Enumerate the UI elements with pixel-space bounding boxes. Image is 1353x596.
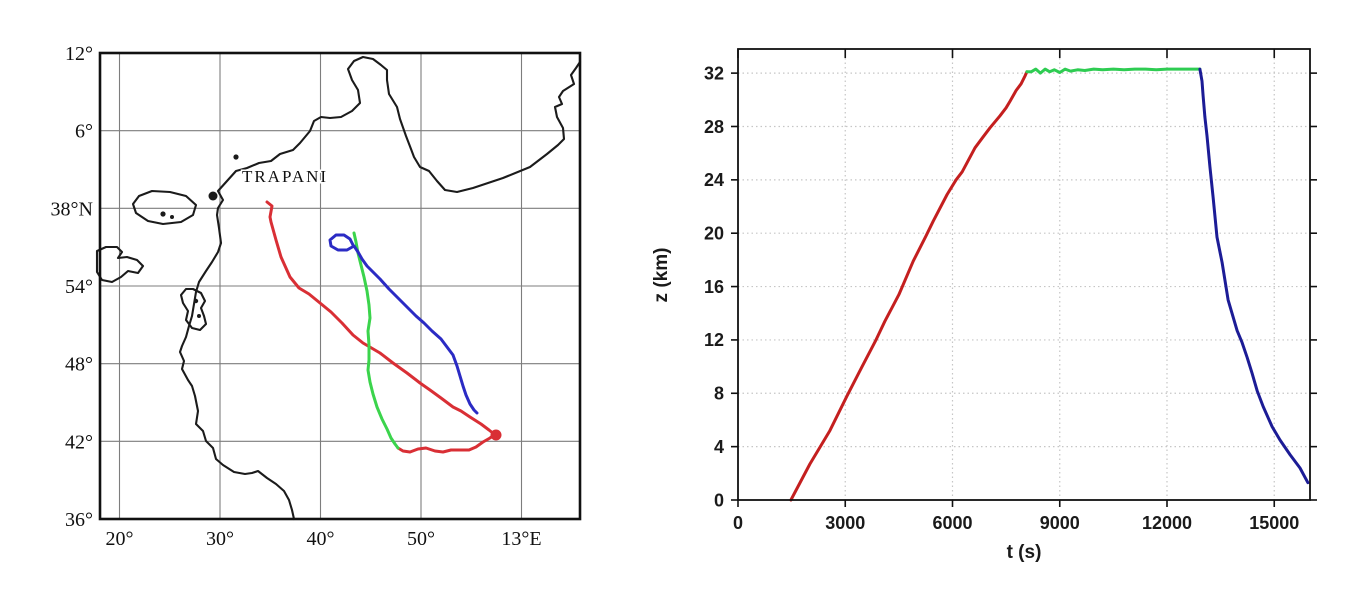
city-label-trapani: TRAPANI (242, 167, 328, 186)
x-tick-label: 9000 (1040, 513, 1080, 533)
trajectory-map-panel: 12° 6° 38°N 54° 48° 42° 36° 20° 30° 40° 50° 13°E TRA… (51, 43, 582, 550)
islet-dot (197, 314, 201, 318)
map-lat-label: 12° (65, 43, 93, 65)
altitude-profile-panel: 0 3000 6000 9000 12000 15000 0 4 8 12 16 20 24 28 32 t … (651, 48, 1317, 563)
x-axis-title: t (s) (1007, 542, 1042, 563)
y-tick-label: 24 (704, 170, 724, 190)
series-float (1025, 67, 1202, 75)
map-lat-label: 54° (65, 276, 93, 298)
y-axis-title: z (km) (651, 248, 672, 303)
green-track (352, 231, 400, 450)
x-tick-label: 0 (733, 513, 743, 533)
x-tick-label: 12000 (1142, 513, 1192, 533)
islet-dot (193, 298, 199, 304)
y-tick-label: 0 (714, 490, 724, 510)
map-lat-label: 48° (65, 354, 93, 376)
x-tick-label: 3000 (825, 513, 865, 533)
coastline-sicily (95, 245, 145, 284)
coastline-sicily (178, 55, 582, 521)
islet-dot (170, 215, 174, 219)
islet-dot (208, 191, 218, 201)
y-tick-label: 16 (704, 277, 724, 297)
map-lon-label: 40° (307, 528, 335, 550)
map-lon-label: 50° (407, 528, 435, 550)
islet-dot (233, 154, 239, 160)
y-tick-label: 12 (704, 330, 724, 350)
blue-track (328, 233, 479, 415)
y-tick-label: 8 (714, 384, 724, 404)
x-tick-label: 15000 (1249, 513, 1299, 533)
red-track-outbound (265, 200, 496, 436)
landing-dot (490, 429, 502, 441)
map-lat-label: 42° (65, 431, 93, 453)
y-tick-label: 20 (704, 224, 724, 244)
red-track-return-leg (396, 433, 496, 454)
map-lat-label: 38°N (51, 198, 93, 220)
chart-border (737, 48, 1311, 501)
map-lat-label: 36° (65, 509, 93, 531)
map-lon-label: 20° (106, 528, 134, 550)
y-tick-label: 4 (714, 437, 724, 457)
coastline-sicily (131, 189, 198, 226)
islet-dot (160, 211, 166, 217)
map-border (98, 51, 582, 521)
map-lat-label: 6° (75, 121, 93, 143)
y-tick-label: 28 (704, 117, 724, 137)
x-tick-label: 6000 (932, 513, 972, 533)
series-descent (1198, 67, 1310, 485)
map-lon-label: 13°E (501, 528, 541, 550)
series-ascent (789, 70, 1029, 502)
y-tick-label: 32 (704, 63, 724, 83)
map-lon-label: 30° (206, 528, 234, 550)
coastline-sicily (179, 287, 208, 332)
